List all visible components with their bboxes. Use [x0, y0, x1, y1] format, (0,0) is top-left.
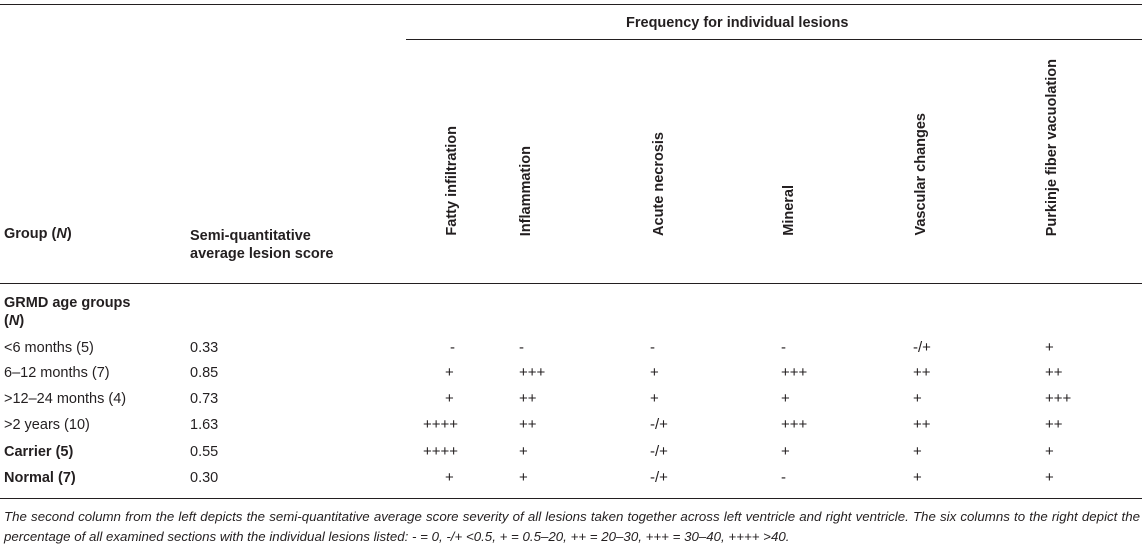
- cell-fatty: +: [445, 390, 454, 407]
- span-header-rule: [406, 39, 1142, 40]
- lesion-header-mineral: Mineral: [781, 185, 797, 236]
- cell-mineral: +: [781, 443, 790, 460]
- cell-mineral: +++: [781, 364, 808, 381]
- row-score: 0.73: [190, 391, 219, 407]
- lesion-header-vascular: Vascular changes: [913, 113, 929, 236]
- cell-necrosis: +: [650, 390, 659, 407]
- cell-fatty: +: [445, 469, 454, 486]
- lesion-header-inflammation: Inflammation: [518, 145, 534, 236]
- cell-vascular: -/+: [913, 339, 931, 356]
- cell-inflammation: ++: [519, 416, 537, 433]
- cell-vascular: +: [913, 469, 922, 486]
- cell-purkinje: +++: [1045, 390, 1072, 407]
- cell-vascular: +: [913, 443, 922, 460]
- cell-inflammation: +: [519, 469, 528, 486]
- row-group: Normal (7): [4, 470, 76, 486]
- cell-inflammation: +: [519, 443, 528, 460]
- row-score: 0.85: [190, 365, 219, 381]
- top-rule: [0, 4, 1142, 5]
- cell-mineral: +: [781, 390, 790, 407]
- cell-necrosis: -/+: [650, 416, 668, 433]
- lesion-header-fatty: Fatty infiltration: [444, 126, 460, 236]
- row-group: >2 years (10): [4, 417, 90, 433]
- cell-purkinje: ++: [1045, 416, 1063, 433]
- row-score: 0.33: [190, 340, 219, 356]
- row-group: >12–24 months (4): [4, 391, 127, 407]
- row-group: Carrier (5): [4, 444, 74, 460]
- cell-purkinje: ++: [1045, 364, 1063, 381]
- cell-necrosis: -: [650, 339, 655, 356]
- cell-inflammation: ++: [519, 390, 537, 407]
- row-score: 0.55: [190, 444, 219, 460]
- header-rule: [0, 283, 1142, 284]
- lesion-header-necrosis: Acute necrosis: [651, 132, 667, 236]
- score-header: Semi-quantitative average lesion score: [190, 228, 334, 262]
- section-label: GRMD age groups (N): [4, 295, 131, 329]
- bottom-rule: [0, 498, 1142, 499]
- cell-vascular: +: [913, 390, 922, 407]
- cell-inflammation: -: [519, 339, 524, 356]
- group-header: Group (N): [4, 226, 72, 242]
- cell-inflammation: +++: [519, 364, 546, 381]
- row-score: 0.30: [190, 470, 219, 486]
- span-header: Frequency for individual lesions: [626, 15, 849, 31]
- row-group: <6 months (5): [4, 340, 94, 356]
- cell-necrosis: +: [650, 364, 659, 381]
- cell-mineral: +++: [781, 416, 808, 433]
- cell-fatty: -: [450, 339, 455, 356]
- cell-fatty: ++++: [423, 443, 459, 460]
- cell-vascular: ++: [913, 416, 931, 433]
- cell-purkinje: +: [1045, 339, 1054, 356]
- lesion-header-purkinje: Purkinje fiber vacuolation: [1044, 58, 1060, 236]
- cell-mineral: -: [781, 469, 786, 486]
- cell-purkinje: +: [1045, 443, 1054, 460]
- row-score: 1.63: [190, 417, 219, 433]
- cell-fatty: +: [445, 364, 454, 381]
- row-group: 6–12 months (7): [4, 365, 110, 381]
- cell-necrosis: -/+: [650, 443, 668, 460]
- cell-purkinje: +: [1045, 469, 1054, 486]
- cell-vascular: ++: [913, 364, 931, 381]
- cell-mineral: -: [781, 339, 786, 356]
- cell-fatty: ++++: [423, 416, 459, 433]
- table-footnote: The second column from the left depicts …: [4, 509, 1140, 544]
- cell-necrosis: -/+: [650, 469, 668, 486]
